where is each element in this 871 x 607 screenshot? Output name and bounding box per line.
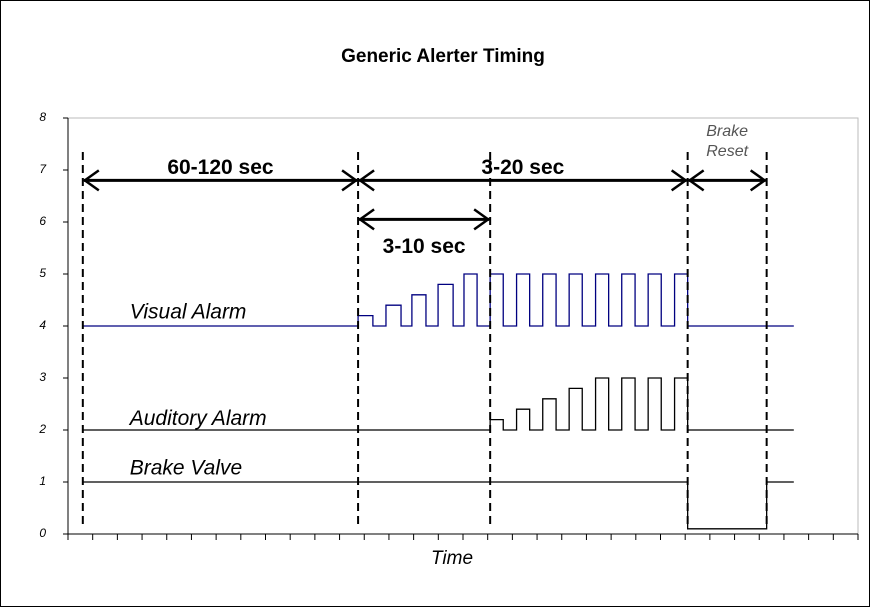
y-tick-label: 1 (39, 474, 46, 488)
interval-label: 3-20 sec (481, 156, 564, 179)
series-label: Auditory Alarm (128, 407, 267, 430)
y-tick-label: 6 (39, 214, 46, 228)
interval-label: 60-120 sec (167, 156, 274, 179)
interval-arrow (82, 169, 359, 192)
interval-arrow (357, 208, 491, 231)
arrow-part (341, 169, 359, 192)
interval-label: 3-10 sec (383, 235, 466, 258)
series-label: Visual Alarm (130, 301, 247, 324)
signal-line (82, 377, 794, 431)
interval-note: Brake Reset (706, 123, 749, 161)
signal-line (82, 273, 794, 327)
series-label: Brake Valve (130, 457, 242, 480)
arrow-part (357, 208, 375, 231)
arrow-part (82, 169, 100, 192)
arrow-part (357, 169, 375, 192)
y-tick-label: 3 (39, 370, 46, 384)
x-axis-label: Time (431, 548, 473, 569)
y-tick-label: 5 (39, 266, 46, 280)
chart-title: Generic Alerter Timing (341, 46, 545, 67)
interval-arrow (357, 169, 688, 192)
interval-arrow (687, 169, 767, 192)
y-tick-label: 2 (38, 422, 46, 436)
y-tick-label: 7 (39, 162, 47, 176)
signal-line (82, 481, 794, 530)
arrow-part (670, 169, 688, 192)
arrow-part (687, 169, 705, 192)
y-tick-label: 4 (39, 318, 46, 332)
y-tick-label: 8 (39, 110, 46, 124)
arrow-part (473, 208, 491, 231)
arrow-part (749, 169, 767, 192)
y-tick-label: 0 (39, 526, 46, 540)
